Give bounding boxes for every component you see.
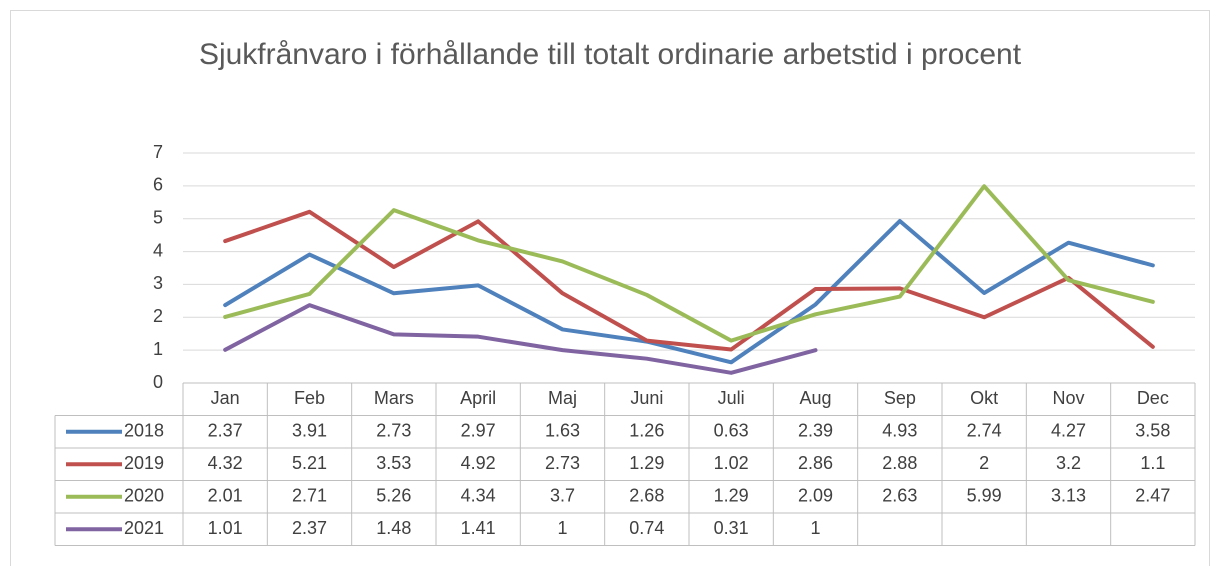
table-cell: 5.99	[967, 486, 1002, 506]
table-cell: 1.26	[629, 421, 664, 441]
x-tick-label: Dec	[1137, 388, 1169, 408]
table-cell: 4.92	[461, 453, 496, 473]
table-cell: 2.09	[798, 486, 833, 506]
y-tick-label: 7	[153, 142, 163, 162]
table-cell: 0.74	[629, 518, 664, 538]
series-line	[223, 219, 1155, 365]
table-cell: 2.88	[882, 453, 917, 473]
table-cell: 2.71	[292, 486, 327, 506]
table-cell: 2.37	[208, 421, 243, 441]
table-cell: 3.13	[1051, 486, 1086, 506]
x-tick-label: Aug	[799, 388, 831, 408]
y-tick-label: 3	[153, 273, 163, 293]
legend-label: 2021	[124, 518, 164, 538]
table-cell: 4.93	[882, 421, 917, 441]
x-tick-label: April	[460, 388, 496, 408]
series-line	[223, 184, 1155, 343]
table-cell: 1	[810, 518, 820, 538]
table-cell: 4.34	[461, 486, 496, 506]
table-cell: 2.73	[545, 453, 580, 473]
table-cell: 3.7	[550, 486, 575, 506]
table-cell: 5.26	[376, 486, 411, 506]
table-cell: 1.63	[545, 421, 580, 441]
y-tick-label: 5	[153, 207, 163, 227]
table-cell: 4.32	[208, 453, 243, 473]
table-cell: 1.1	[1140, 453, 1165, 473]
x-tick-label: Feb	[294, 388, 325, 408]
x-tick-label: Maj	[548, 388, 577, 408]
table-cell: 1.02	[714, 453, 749, 473]
table-cell: 2.86	[798, 453, 833, 473]
y-tick-label: 4	[153, 240, 163, 260]
x-tick-label: Okt	[970, 388, 998, 408]
legend-label: 2019	[124, 453, 164, 473]
x-tick-label: Juli	[718, 388, 745, 408]
table-cell: 2.97	[461, 421, 496, 441]
x-tick-label: Juni	[630, 388, 663, 408]
table-cell: 4.27	[1051, 421, 1086, 441]
table-cell: 1	[557, 518, 567, 538]
table-cell: 2.68	[629, 486, 664, 506]
table-cell: 1.29	[714, 486, 749, 506]
x-tick-label: Sep	[884, 388, 916, 408]
table-cell: 2.01	[208, 486, 243, 506]
y-tick-label: 2	[153, 306, 163, 326]
table-cell: 0.31	[714, 518, 749, 538]
x-tick-label: Mars	[374, 388, 414, 408]
chart-border	[10, 10, 1210, 566]
chart-title: Sjukfrånvaro i förhållande till totalt o…	[198, 38, 1022, 71]
x-tick-label: Jan	[211, 388, 240, 408]
table-cell: 2.63	[882, 486, 917, 506]
table-cell: 2.47	[1135, 486, 1170, 506]
y-tick-label: 6	[153, 175, 163, 195]
table-cell: 3.58	[1135, 421, 1170, 441]
table-cell: 5.21	[292, 453, 327, 473]
table-cell: 1.48	[376, 518, 411, 538]
table-cell: 1.29	[629, 453, 664, 473]
table-cell: 2.39	[798, 421, 833, 441]
table-cell: 3.2	[1056, 453, 1081, 473]
table-cell: 1.41	[461, 518, 496, 538]
table-cell: 2	[979, 453, 989, 473]
series-line	[223, 303, 818, 375]
legend-label: 2018	[124, 421, 164, 441]
table-cell: 2.73	[376, 421, 411, 441]
table-cell: 0.63	[714, 421, 749, 441]
y-tick-label: 1	[153, 339, 163, 359]
legend-label: 2020	[124, 486, 164, 506]
series-line	[223, 209, 1155, 352]
x-tick-label: Nov	[1052, 388, 1084, 408]
table-cell: 1.01	[208, 518, 243, 538]
table-cell: 3.53	[376, 453, 411, 473]
table-cell: 2.74	[967, 421, 1002, 441]
table-cell: 2.37	[292, 518, 327, 538]
y-tick-label: 0	[153, 372, 163, 392]
table-cell: 3.91	[292, 421, 327, 441]
